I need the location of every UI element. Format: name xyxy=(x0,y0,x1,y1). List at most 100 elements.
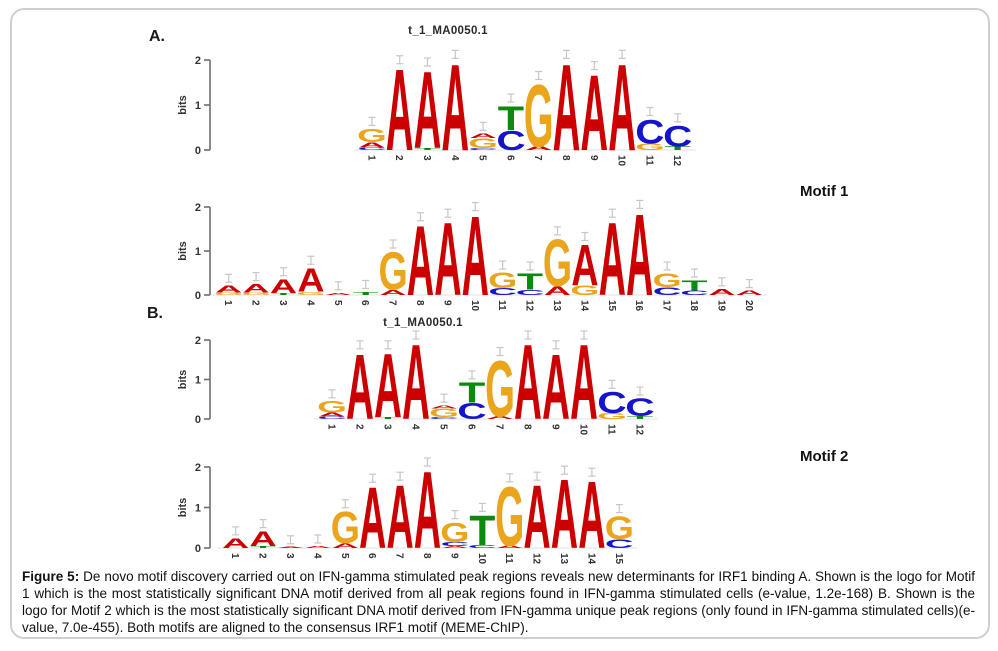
y-tick-label: 2 xyxy=(195,335,201,347)
y-axis-label-bits: bits xyxy=(177,95,189,115)
logo-letter-A: A xyxy=(407,205,434,316)
y-tick-label: 1 xyxy=(195,246,201,258)
logo-letter-G: G xyxy=(652,270,681,292)
position-label: 6 xyxy=(366,553,377,559)
y-tick-label: 2 xyxy=(195,202,201,214)
position-label: 5 xyxy=(477,155,488,161)
logo-letter-G: G xyxy=(468,136,498,151)
logo-letter-C: C xyxy=(496,125,525,156)
logo-letter-A: A xyxy=(570,323,598,443)
logo-letter-A: A xyxy=(571,234,598,298)
logo-letter-A: A xyxy=(544,284,571,298)
logo-letter-A: A xyxy=(553,39,581,177)
logo-letter-C: C xyxy=(625,395,654,422)
position-label: 14 xyxy=(585,553,596,565)
logo-letter-T: T xyxy=(375,416,402,419)
logo-letter-T: T xyxy=(459,377,486,409)
logo-letter-A: A xyxy=(626,191,653,320)
position-label: 17 xyxy=(661,300,672,312)
position-label: 4 xyxy=(311,553,322,559)
position-label: 3 xyxy=(421,155,432,161)
logo-letter-A: A xyxy=(524,467,551,567)
logo-letter-G: G xyxy=(378,241,407,301)
logo-letter-G: G xyxy=(605,510,634,546)
logo-letter-A: A xyxy=(708,287,735,297)
logo-letter-A: A xyxy=(346,335,374,440)
logo-letter-A: A xyxy=(358,140,386,148)
logo-letter-A: A xyxy=(374,335,402,437)
logo-letter-A: A xyxy=(414,50,442,172)
logo-letter-G: G xyxy=(524,67,554,166)
figure-caption-text: De novo motif discovery carried out on I… xyxy=(22,569,975,635)
position-label: 9 xyxy=(588,155,599,161)
logo-letter-A: A xyxy=(469,132,497,139)
position-label: 1 xyxy=(365,155,376,161)
logo-letter-T: T xyxy=(665,146,692,152)
logo-letter-A: A xyxy=(359,470,386,567)
motif1-label: Motif 1 xyxy=(800,183,849,200)
panel-label-b: B. xyxy=(147,305,163,322)
logo-letter-A: A xyxy=(243,281,270,295)
position-label: 7 xyxy=(394,553,405,559)
position-label: 8 xyxy=(421,553,432,559)
position-label: 4 xyxy=(410,424,421,430)
y-tick-label: 2 xyxy=(195,462,201,474)
logo-letter-T: T xyxy=(498,100,525,138)
logo-letter-A: A xyxy=(414,450,441,572)
logo-letter-G: G xyxy=(296,291,325,296)
logo-letter-A: A xyxy=(386,47,414,176)
logo-letter-C: C xyxy=(605,537,634,551)
logo-letter-A: A xyxy=(578,462,605,569)
position-label: 12 xyxy=(531,553,542,565)
logo-letter-G: G xyxy=(485,345,515,434)
y-tick-label: 1 xyxy=(195,100,201,112)
logo-letter-A: A xyxy=(525,145,553,151)
logo-letter-G: G xyxy=(488,268,517,293)
logo-letter-C: C xyxy=(441,541,470,547)
logo-letter-A: A xyxy=(551,459,578,569)
logo-letter-A: A xyxy=(297,261,324,299)
position-label: 5 xyxy=(332,300,343,306)
position-label: 3 xyxy=(382,424,393,430)
logo-letter-C: C xyxy=(457,399,486,425)
logo-letter-A: A xyxy=(441,545,468,548)
position-label: 14 xyxy=(578,300,589,312)
position-label: 5 xyxy=(438,424,449,430)
logo-title-consensus-b: t_1_MA0050.1 xyxy=(383,317,463,329)
logo-letter-A: A xyxy=(514,323,542,443)
logo-letter-G: G xyxy=(495,469,524,563)
logo-letter-A: A xyxy=(402,323,430,443)
logo-letter-A: A xyxy=(304,545,331,548)
logo-letter-C: C xyxy=(663,119,692,153)
logo-letter-T: T xyxy=(469,507,495,554)
logo-title-consensus-a: t_1_MA0050.1 xyxy=(408,25,488,37)
logo-letter-A: A xyxy=(496,545,523,549)
logo-letter-A: A xyxy=(250,527,277,551)
motif2-label: Motif 2 xyxy=(800,448,849,465)
position-label: 6 xyxy=(359,300,370,306)
logo-letter-C: C xyxy=(468,544,497,549)
position-label: 16 xyxy=(633,300,644,312)
position-label: 4 xyxy=(449,155,460,161)
position-label: 19 xyxy=(715,300,726,312)
position-label: 6 xyxy=(504,155,515,161)
position-label: 10 xyxy=(616,155,627,167)
logo-letter-T: T xyxy=(682,277,709,294)
figure-caption: Figure 5: De novo motif discovery carrie… xyxy=(22,568,975,636)
logo-letter-C: C xyxy=(488,287,517,298)
logo-letter-C: C xyxy=(635,112,664,150)
position-label: 10 xyxy=(476,553,487,565)
position-label: 9 xyxy=(550,424,561,430)
position-label: 1 xyxy=(222,300,233,306)
figure-border xyxy=(10,8,990,639)
position-label: 15 xyxy=(606,300,617,312)
position-label: 13 xyxy=(551,300,562,312)
position-label: 5 xyxy=(339,553,350,559)
logo-letter-A: A xyxy=(581,54,609,174)
position-label: 9 xyxy=(441,300,452,306)
